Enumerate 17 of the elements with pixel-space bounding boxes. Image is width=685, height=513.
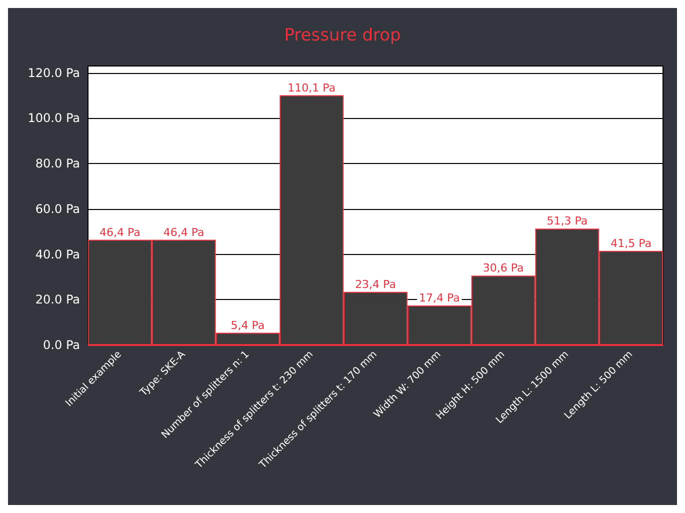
data-label: 46,4 Pa <box>100 226 140 239</box>
y-tick-label: 60.0 Pa <box>35 202 80 216</box>
y-tick-label: 0.0 Pa <box>43 338 80 352</box>
data-label: 5,4 Pa <box>230 318 265 332</box>
y-tick-label: 100.0 Pa <box>28 111 80 126</box>
data-label: 17,4 Pa <box>418 292 460 305</box>
data-label: 23,4 Pa <box>355 278 396 291</box>
y-tick-label: 20.0 Pa <box>35 292 80 307</box>
y-tick-label: 40.0 Pa <box>35 247 80 262</box>
data-label: 41,5 Pa <box>610 236 652 250</box>
y-tick-label: 80.0 Pa <box>35 156 80 171</box>
data-label: 30,6 Pa <box>482 262 524 275</box>
y-tick-label: 120.0 Pa <box>28 66 80 80</box>
data-label: 110,1 Pa <box>288 81 336 94</box>
chart-title: Pressure drop <box>284 26 401 46</box>
data-label: 51,3 Pa <box>546 214 588 228</box>
data-label: 46,4 Pa <box>163 226 204 239</box>
